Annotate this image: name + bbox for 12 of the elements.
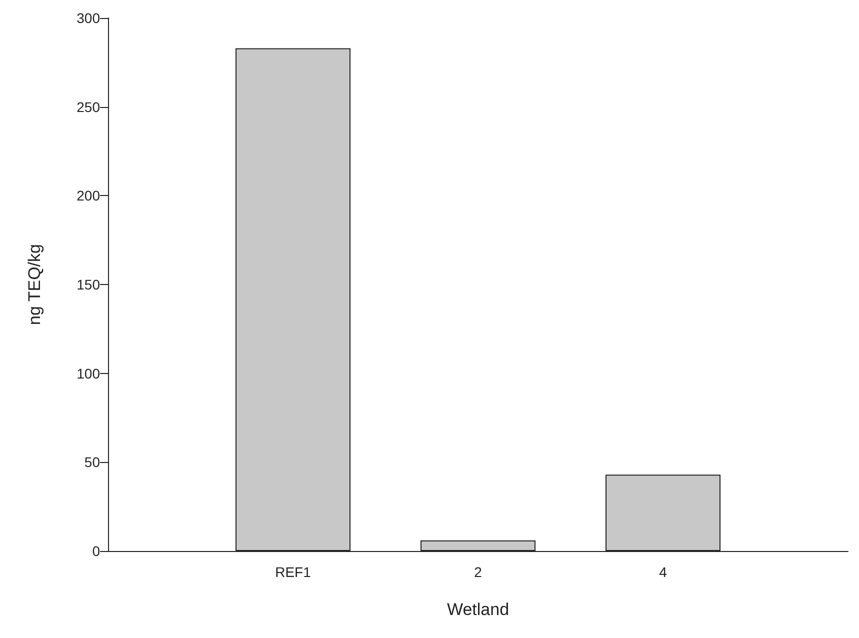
- y-axis-title: ng TEQ/kg: [25, 244, 44, 325]
- x-tick-label: 4: [659, 564, 668, 580]
- x-axis-title: Wetland: [446, 600, 510, 619]
- x-tick-label: 2: [474, 564, 482, 580]
- y-tick-label: 250: [76, 98, 100, 115]
- y-tick-label: 100: [76, 365, 100, 382]
- y-tick-label: 150: [76, 276, 100, 292]
- y-tick-label: 300: [76, 10, 100, 26]
- x-tick-label: REF1: [275, 564, 312, 580]
- y-tick-label: 50: [84, 454, 100, 470]
- y-tick-label: 0: [92, 543, 100, 559]
- y-tick-label: 200: [76, 188, 100, 204]
